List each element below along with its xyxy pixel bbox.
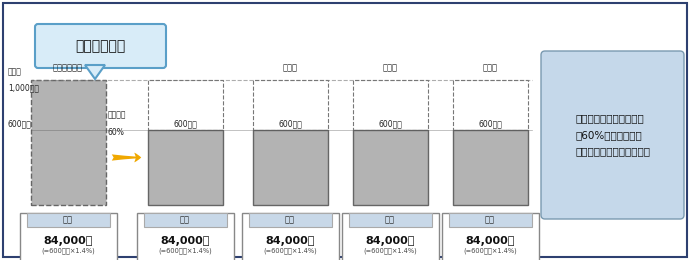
Text: 税額: 税額 [385, 216, 395, 224]
Text: 1,000万円: 1,000万円 [8, 83, 39, 92]
FancyBboxPatch shape [148, 130, 223, 205]
Text: 84,000円: 84,000円 [465, 236, 515, 246]
FancyBboxPatch shape [353, 130, 428, 205]
Text: 84,000円: 84,000円 [266, 236, 315, 246]
Text: 600万円: 600万円 [173, 119, 197, 128]
FancyBboxPatch shape [353, 80, 428, 130]
Text: 600万円: 600万円 [478, 119, 502, 128]
Text: (=600万円×1.4%): (=600万円×1.4%) [263, 248, 317, 254]
Text: （評価替え）: （評価替え） [53, 63, 83, 72]
FancyBboxPatch shape [253, 130, 328, 205]
Polygon shape [85, 65, 105, 79]
FancyBboxPatch shape [453, 130, 528, 205]
FancyBboxPatch shape [137, 213, 234, 260]
Text: ３年目: ３年目 [482, 63, 497, 72]
Text: 地価そのまま: 地価そのまま [75, 39, 126, 53]
Text: 税額: 税額 [285, 216, 295, 224]
Text: 600万円: 600万円 [378, 119, 402, 128]
Text: 84,000円: 84,000円 [43, 236, 92, 246]
FancyBboxPatch shape [249, 213, 332, 227]
FancyBboxPatch shape [27, 213, 110, 227]
FancyBboxPatch shape [449, 213, 532, 227]
Text: 600万円: 600万円 [278, 119, 302, 128]
Text: 600万円: 600万円 [8, 119, 32, 128]
FancyBboxPatch shape [253, 80, 328, 130]
Text: ２年目: ２年目 [382, 63, 397, 72]
Text: (=600万円×1.4%): (=600万円×1.4%) [41, 248, 95, 254]
Text: 84,000円: 84,000円 [160, 236, 210, 246]
FancyBboxPatch shape [453, 80, 528, 130]
FancyBboxPatch shape [349, 213, 432, 227]
FancyBboxPatch shape [242, 213, 339, 260]
Text: 税額: 税額 [180, 216, 190, 224]
FancyBboxPatch shape [541, 51, 684, 219]
FancyBboxPatch shape [342, 213, 439, 260]
FancyBboxPatch shape [148, 80, 223, 130]
FancyBboxPatch shape [20, 213, 117, 260]
Text: 税額: 税額 [63, 216, 73, 224]
Text: (=600万円×1.4%): (=600万円×1.4%) [158, 248, 212, 254]
FancyBboxPatch shape [3, 3, 687, 257]
Text: (=600万円×1.4%): (=600万円×1.4%) [463, 248, 517, 254]
FancyBboxPatch shape [31, 80, 106, 205]
Text: 負担水準が据置きゾーン
（60%）にあるため
税額は同額（据置き）です: 負担水準が据置きゾーン （60%）にあるため 税額は同額（据置き）です [575, 114, 650, 157]
Text: 60%: 60% [108, 128, 125, 137]
Text: 評価額: 評価額 [8, 67, 22, 76]
Text: 税額: 税額 [485, 216, 495, 224]
Text: (=600万円×1.4%): (=600万円×1.4%) [363, 248, 417, 254]
Text: 負担水準: 負担水準 [108, 110, 126, 120]
FancyBboxPatch shape [35, 24, 166, 68]
Text: その年: その年 [282, 63, 297, 72]
Text: 84,000円: 84,000円 [365, 236, 415, 246]
FancyBboxPatch shape [144, 213, 227, 227]
FancyBboxPatch shape [442, 213, 539, 260]
